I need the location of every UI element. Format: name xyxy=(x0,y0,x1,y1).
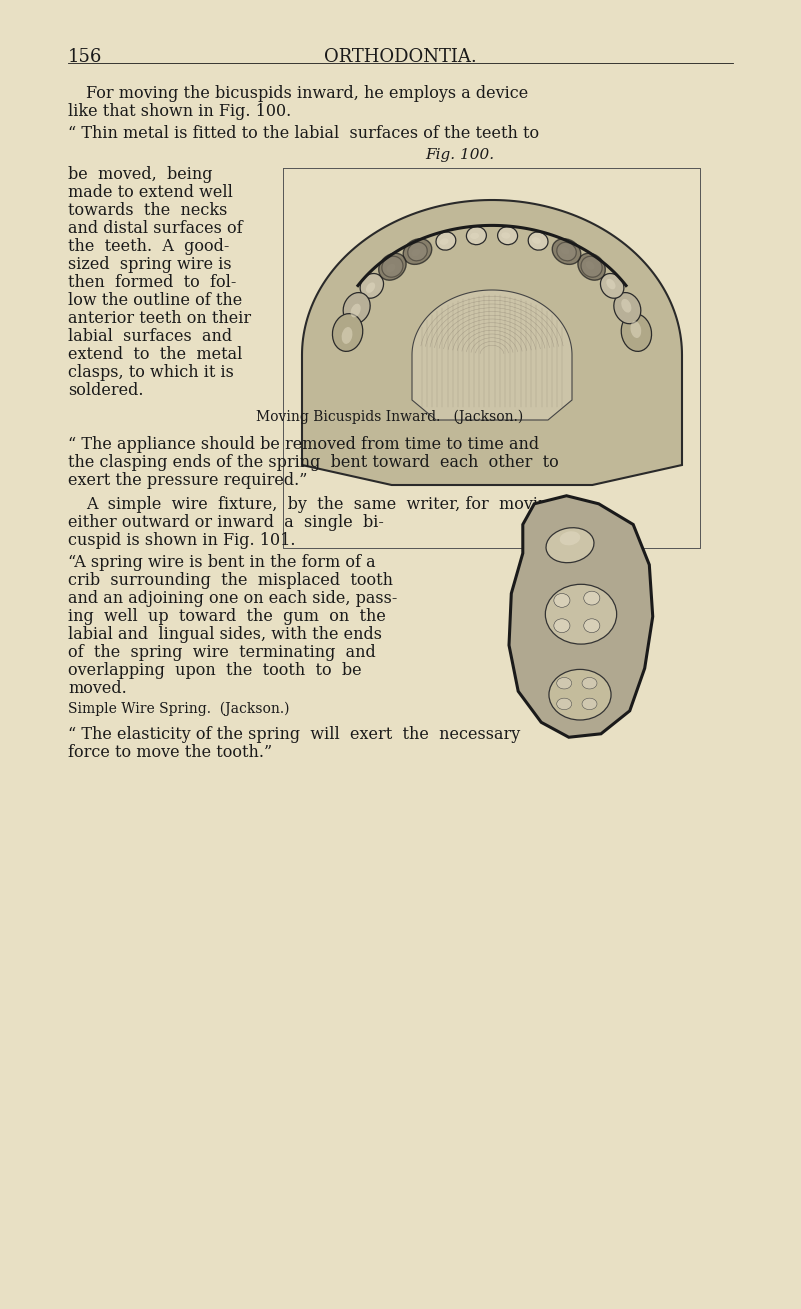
Text: the  teeth.  A  good-: the teeth. A good- xyxy=(68,238,229,255)
Text: of  the  spring  wire  terminating  and: of the spring wire terminating and xyxy=(68,644,376,661)
Ellipse shape xyxy=(342,327,352,344)
Ellipse shape xyxy=(366,283,375,293)
Ellipse shape xyxy=(622,314,651,351)
Ellipse shape xyxy=(360,274,384,298)
Text: force to move the tooth.”: force to move the tooth.” xyxy=(68,744,272,761)
Text: Moving Bicuspids Inward.   (Jackson.): Moving Bicuspids Inward. (Jackson.) xyxy=(256,410,524,424)
Text: labial  surfaces  and: labial surfaces and xyxy=(68,329,232,346)
Ellipse shape xyxy=(549,669,611,720)
Ellipse shape xyxy=(436,232,456,250)
Ellipse shape xyxy=(581,257,602,278)
Ellipse shape xyxy=(379,253,406,280)
Ellipse shape xyxy=(560,531,580,546)
Text: “ The appliance should be removed from time to time and: “ The appliance should be removed from t… xyxy=(68,436,539,453)
Polygon shape xyxy=(509,496,653,737)
Ellipse shape xyxy=(557,678,572,689)
Ellipse shape xyxy=(614,293,641,323)
Text: low the outline of the: low the outline of the xyxy=(68,292,242,309)
Text: moved.: moved. xyxy=(68,679,127,696)
Ellipse shape xyxy=(586,262,594,270)
Ellipse shape xyxy=(578,253,606,280)
Ellipse shape xyxy=(622,298,631,313)
Text: extend  to  the  metal: extend to the metal xyxy=(68,346,243,363)
Text: Fig. 100.: Fig. 100. xyxy=(425,148,494,162)
Text: then  formed  to  fol-: then formed to fol- xyxy=(68,274,236,291)
Text: the clasping ends of the spring  bent toward  each  other  to: the clasping ends of the spring bent tow… xyxy=(68,454,559,471)
Polygon shape xyxy=(412,291,572,420)
Text: be  moved,  being: be moved, being xyxy=(68,166,212,183)
Text: 156: 156 xyxy=(68,48,103,65)
Ellipse shape xyxy=(582,678,597,689)
Ellipse shape xyxy=(601,274,624,298)
Ellipse shape xyxy=(387,264,395,272)
Text: A  simple  wire  fixture,  by  the  same  writer, for  moving: A simple wire fixture, by the same write… xyxy=(86,496,558,513)
Ellipse shape xyxy=(606,279,615,289)
Text: soldered.: soldered. xyxy=(68,382,143,399)
Ellipse shape xyxy=(582,698,597,709)
Ellipse shape xyxy=(497,226,517,245)
Text: cuspid is shown in Fig. 101.: cuspid is shown in Fig. 101. xyxy=(68,531,296,548)
Text: “ The elasticity of the spring  will  exert  the  necessary: “ The elasticity of the spring will exer… xyxy=(68,726,521,744)
Ellipse shape xyxy=(584,592,600,605)
Text: like that shown in Fig. 100.: like that shown in Fig. 100. xyxy=(68,103,292,120)
Ellipse shape xyxy=(382,257,403,278)
Ellipse shape xyxy=(552,238,581,264)
Ellipse shape xyxy=(332,314,363,351)
Text: ORTHODONTIA.: ORTHODONTIA. xyxy=(324,48,477,65)
Text: Fig. 101.: Fig. 101. xyxy=(530,514,600,528)
Text: Simple Wire Spring.  (Jackson.): Simple Wire Spring. (Jackson.) xyxy=(68,702,289,716)
Text: labial and  lingual sides, with the ends: labial and lingual sides, with the ends xyxy=(68,626,382,643)
Ellipse shape xyxy=(403,238,432,264)
Ellipse shape xyxy=(408,242,427,260)
Text: “ Thin metal is fitted to the labial  surfaces of the teeth to: “ Thin metal is fitted to the labial sur… xyxy=(68,124,539,141)
Text: towards  the  necks: towards the necks xyxy=(68,202,227,219)
Ellipse shape xyxy=(557,242,576,260)
Text: clasps, to which it is: clasps, to which it is xyxy=(68,364,234,381)
Text: anterior teeth on their: anterior teeth on their xyxy=(68,310,252,327)
Ellipse shape xyxy=(412,249,420,257)
Ellipse shape xyxy=(466,226,486,245)
Polygon shape xyxy=(302,200,682,486)
Text: sized  spring wire is: sized spring wire is xyxy=(68,257,231,274)
Text: For moving the bicuspids inward, he employs a device: For moving the bicuspids inward, he empl… xyxy=(86,85,528,102)
Ellipse shape xyxy=(545,584,617,644)
Ellipse shape xyxy=(561,247,570,254)
Text: “A spring wire is bent in the form of a: “A spring wire is bent in the form of a xyxy=(68,554,376,571)
Ellipse shape xyxy=(532,237,541,243)
Ellipse shape xyxy=(557,698,572,709)
Ellipse shape xyxy=(501,232,510,238)
Text: ing  well  up  toward  the  gum  on  the: ing well up toward the gum on the xyxy=(68,607,386,624)
Text: and distal surfaces of: and distal surfaces of xyxy=(68,220,243,237)
Ellipse shape xyxy=(553,593,570,607)
Ellipse shape xyxy=(343,293,370,323)
Ellipse shape xyxy=(584,619,600,632)
Ellipse shape xyxy=(470,233,479,240)
Ellipse shape xyxy=(546,528,594,563)
Text: exert the pressure required.”: exert the pressure required.” xyxy=(68,473,308,490)
Text: overlapping  upon  the  tooth  to  be: overlapping upon the tooth to be xyxy=(68,662,361,679)
Ellipse shape xyxy=(528,232,548,250)
Text: crib  surrounding  the  misplaced  tooth: crib surrounding the misplaced tooth xyxy=(68,572,393,589)
Text: and an adjoining one on each side, pass-: and an adjoining one on each side, pass- xyxy=(68,590,397,607)
Ellipse shape xyxy=(351,304,360,317)
Ellipse shape xyxy=(630,321,642,338)
Ellipse shape xyxy=(553,619,570,632)
Ellipse shape xyxy=(440,238,449,245)
Text: either outward or inward  a  single  bi-: either outward or inward a single bi- xyxy=(68,514,384,531)
Text: made to extend well: made to extend well xyxy=(68,185,233,202)
